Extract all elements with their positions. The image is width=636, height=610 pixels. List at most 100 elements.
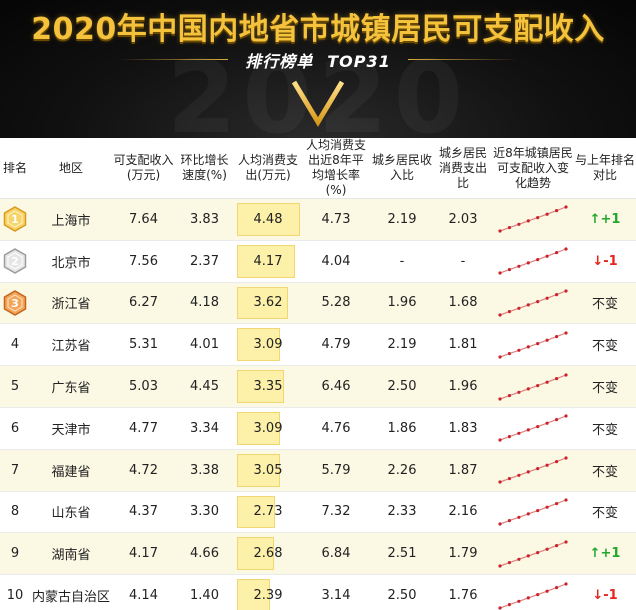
cell-income: 4.37 xyxy=(112,491,175,534)
trend-line xyxy=(499,499,567,525)
trend-point xyxy=(564,289,568,293)
cell-urban-rural-consumption: 2.03 xyxy=(434,198,492,241)
cell-trend xyxy=(492,532,574,576)
consumption-bar xyxy=(237,537,275,571)
cell-urban-rural-income: 2.19 xyxy=(370,323,434,367)
trend-point xyxy=(555,376,559,380)
consumption-value: 3.09 xyxy=(253,420,283,436)
cell-consumption: 2.39 xyxy=(234,574,302,610)
trend-point xyxy=(507,226,511,230)
consumption-bar xyxy=(237,244,296,278)
cell-region: 北京市 xyxy=(30,240,112,283)
trend-point xyxy=(545,547,549,551)
cell-income: 7.64 xyxy=(112,198,175,241)
cell-region: 湖南省 xyxy=(30,532,112,576)
cell-rank-change: 不变 xyxy=(574,282,636,325)
consumption-bar xyxy=(237,495,276,529)
consumption-value: 4.17 xyxy=(253,253,283,269)
rank-number: 6 xyxy=(10,420,20,436)
trend-sparkline xyxy=(498,456,568,484)
trend-point xyxy=(526,386,530,391)
trend-point xyxy=(507,435,511,439)
trend-point xyxy=(507,351,511,355)
background-year: 2020 xyxy=(0,48,636,139)
cell-urban-rural-income: 1.86 xyxy=(370,407,434,450)
col-header-urban-rural-income: 城乡居民收入比 xyxy=(370,138,434,199)
cell-rank: 3 xyxy=(0,282,30,325)
consumption-value: 4.48 xyxy=(253,211,283,227)
trend-point xyxy=(498,396,502,401)
cell-rank-change: ↑+1 xyxy=(574,198,636,241)
trend-point xyxy=(545,463,549,467)
cell-trend xyxy=(492,323,574,367)
trend-point xyxy=(507,477,511,481)
cell-region: 江苏省 xyxy=(30,323,112,367)
trend-point xyxy=(536,299,540,304)
trend-line xyxy=(499,541,567,567)
trend-point xyxy=(564,247,568,251)
cell-rank-change: 不变 xyxy=(574,491,636,534)
consumption-value: 2.73 xyxy=(253,504,283,520)
trend-point xyxy=(564,414,568,418)
trend-line xyxy=(499,374,567,400)
cell-consumption: 3.05 xyxy=(234,449,302,492)
trend-line xyxy=(499,206,567,232)
cell-consumption-growth: 4.04 xyxy=(302,240,370,283)
cell-region: 广东省 xyxy=(30,365,112,408)
trend-point xyxy=(526,470,530,474)
trend-sparkline xyxy=(498,414,568,442)
trend-point xyxy=(507,268,511,272)
trend-line xyxy=(499,415,567,441)
trend-point xyxy=(526,345,530,349)
cell-trend xyxy=(492,407,574,450)
cell-growth: 4.45 xyxy=(175,365,234,408)
cell-urban-rural-income: 1.96 xyxy=(370,282,434,325)
col-header-rank: 排名 xyxy=(0,138,30,199)
cell-urban-rural-consumption: 1.87 xyxy=(434,449,492,492)
subtitle-left: 排行榜单 xyxy=(245,52,314,71)
col-header-income: 可支配收入(万元) xyxy=(112,138,175,199)
cell-growth: 1.40 xyxy=(175,574,234,610)
cell-rank: 4 xyxy=(0,323,30,367)
cell-consumption: 4.17 xyxy=(234,240,302,283)
cell-income: 6.27 xyxy=(112,282,175,325)
trend-point xyxy=(555,334,559,338)
col-header-consumption-growth: 人均消费支出近8年平均增长率(%) xyxy=(302,138,370,199)
cell-rank: 9 xyxy=(0,532,30,576)
consumption-bar xyxy=(237,411,281,445)
trend-line xyxy=(499,457,567,483)
gold-medal-icon: 1 xyxy=(3,206,27,233)
table-row: 4 江苏省 5.31 4.01 3.09 4.79 2.19 1.81 不变 xyxy=(0,323,636,367)
trend-point xyxy=(536,508,540,513)
trend-point xyxy=(564,540,568,544)
trend-point xyxy=(517,432,521,436)
cell-urban-rural-consumption: 1.76 xyxy=(434,574,492,610)
cell-region: 山东省 xyxy=(30,491,112,534)
cell-urban-rural-income: 2.33 xyxy=(370,491,434,534)
trend-point xyxy=(545,380,549,384)
consumption-bar xyxy=(237,370,284,403)
cell-income: 4.77 xyxy=(112,407,175,450)
col-header-rank-change: 与上年排名对比 xyxy=(574,138,636,199)
cell-income: 7.56 xyxy=(112,240,175,283)
cell-urban-rural-consumption: - xyxy=(434,240,492,283)
medal-rank-text: 2 xyxy=(11,255,19,268)
cell-consumption: 4.48 xyxy=(234,198,302,241)
trend-point xyxy=(536,216,540,220)
consumption-bar xyxy=(237,328,281,362)
trend-sparkline xyxy=(498,289,568,317)
trend-point xyxy=(507,393,511,397)
cell-urban-rural-consumption: 1.81 xyxy=(434,323,492,367)
cell-trend xyxy=(492,449,574,492)
cell-rank-change: 不变 xyxy=(574,323,636,367)
cell-income: 5.31 xyxy=(112,323,175,367)
cell-consumption-growth: 7.32 xyxy=(302,491,370,534)
trend-point xyxy=(498,229,502,233)
trend-line xyxy=(499,290,567,316)
cell-consumption-growth: 4.79 xyxy=(302,323,370,367)
consumption-bar xyxy=(237,203,300,236)
trend-sparkline xyxy=(498,247,568,275)
trend-point xyxy=(517,264,521,269)
trend-point xyxy=(545,338,549,342)
table-row: 10 内蒙古自治区 4.14 1.40 2.39 3.14 2.50 1.76 ↓-1 xyxy=(0,574,636,610)
